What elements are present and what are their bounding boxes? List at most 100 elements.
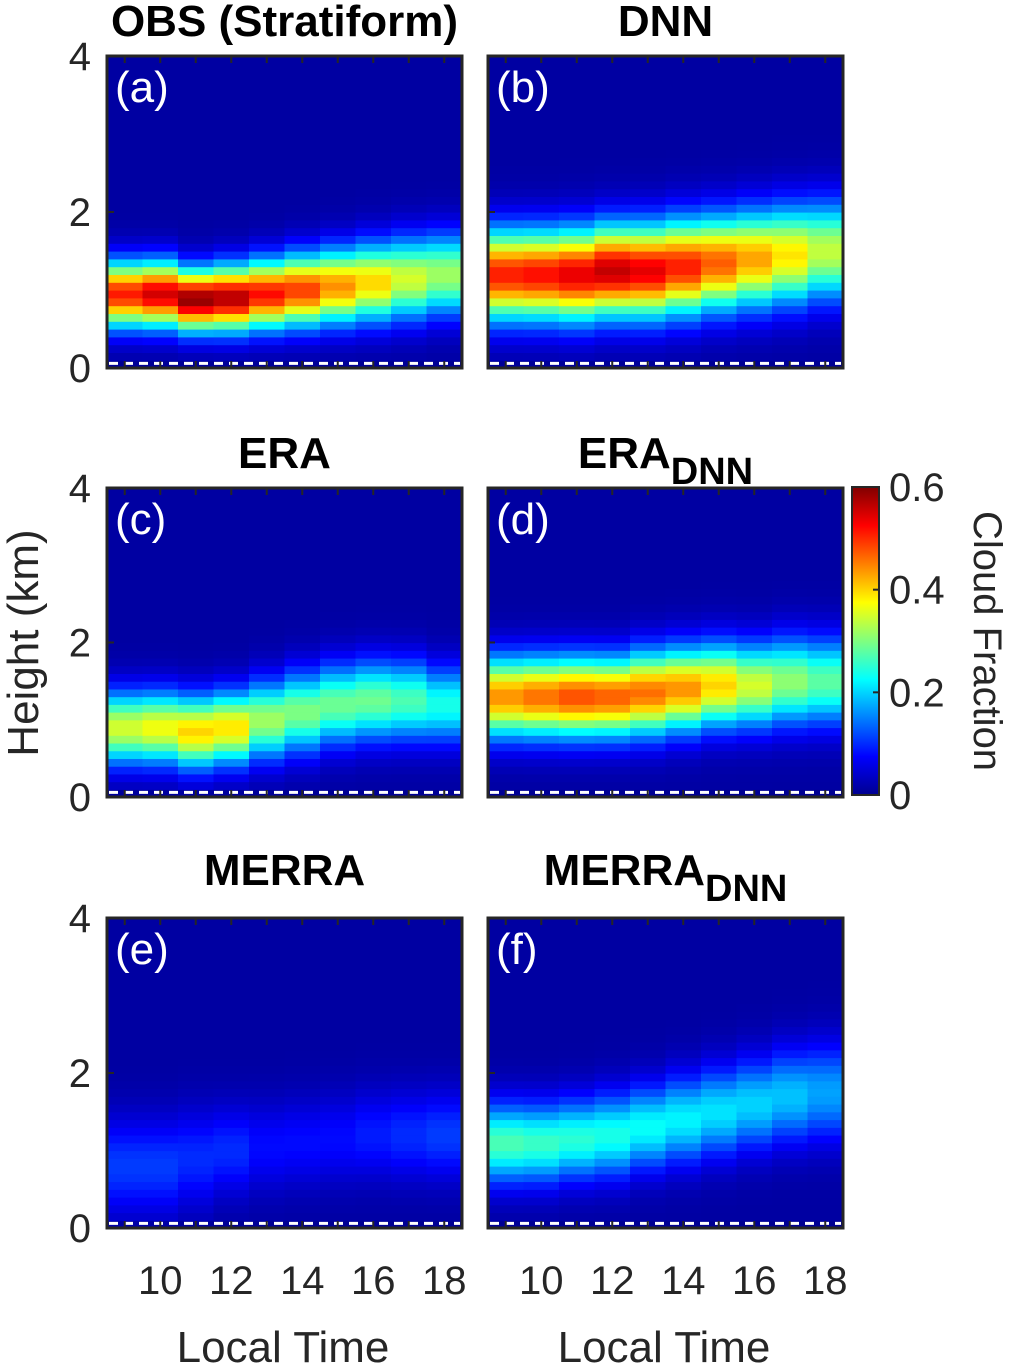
heatmap-cell: [736, 321, 773, 330]
heatmap-cell: [807, 657, 844, 667]
heatmap-cell: [772, 925, 809, 935]
heatmap-cell: [107, 157, 144, 166]
heatmap-cell: [701, 688, 738, 698]
heatmap-cell: [178, 704, 215, 713]
heatmap-cell: [355, 511, 392, 520]
heatmap-cell: [594, 696, 631, 705]
heatmap-cell: [665, 1057, 702, 1066]
heatmap-cell: [178, 542, 215, 551]
heatmap-cell: [630, 719, 667, 729]
heatmap-cell: [523, 141, 560, 151]
heatmap-cell: [391, 336, 428, 346]
heatmap-cell: [426, 87, 463, 96]
heatmap-cell: [630, 1173, 667, 1183]
heatmap-cell: [178, 673, 215, 682]
heatmap-cell: [559, 141, 596, 151]
heatmap-cell: [107, 742, 144, 752]
heatmap-cell: [665, 157, 702, 166]
heatmap-cell: [665, 949, 702, 958]
heatmap-cell: [523, 542, 560, 551]
heatmap-cell: [701, 495, 738, 505]
heatmap-cell: [178, 949, 215, 958]
heatmap-cell: [107, 1181, 144, 1190]
heatmap-cell: [559, 673, 596, 682]
heatmap-cell: [736, 157, 773, 166]
heatmap-cell: [320, 619, 357, 628]
heatmap-cell: [736, 102, 773, 112]
heatmap-cell: [391, 627, 428, 636]
heatmap-cell: [630, 1135, 667, 1144]
heatmap-cell: [391, 165, 428, 174]
heatmap-cell: [594, 1111, 631, 1121]
heatmap-cell: [630, 642, 667, 651]
heatmap-cell: [807, 1111, 844, 1121]
heatmap-cell: [807, 149, 844, 158]
heatmap-cell: [178, 173, 215, 182]
heatmap-cell: [355, 251, 392, 260]
heatmap-cell: [142, 542, 179, 551]
heatmap-cell: [559, 1011, 596, 1020]
heatmap-cell: [807, 565, 844, 574]
heatmap-cell: [665, 258, 702, 268]
heatmap-cell: [523, 149, 560, 158]
heatmap-cell: [488, 95, 525, 104]
x-tick-label: 16: [732, 1259, 777, 1303]
heatmap-cell: [630, 1189, 667, 1198]
heatmap-cell: [772, 126, 809, 135]
heatmap-cell: [665, 941, 702, 950]
heatmap-cell: [736, 995, 773, 1004]
heatmap-cell: [320, 1026, 357, 1035]
heatmap-cell: [701, 1173, 738, 1183]
heatmap-cell: [320, 565, 357, 574]
heatmap-cell: [249, 329, 286, 338]
heatmap-cell: [426, 542, 463, 551]
heatmap-cell: [594, 773, 631, 783]
heatmap-cell: [249, 925, 286, 935]
heatmap-cell: [559, 766, 596, 775]
heatmap-cell: [630, 110, 667, 119]
heatmap-cell: [355, 258, 392, 268]
heatmap-cell: [665, 141, 702, 151]
heatmap-cell: [426, 321, 463, 330]
heatmap-cell: [523, 290, 560, 299]
heatmap-cell: [594, 603, 631, 613]
heatmap-cell: [178, 735, 215, 744]
heatmap-cell: [701, 781, 738, 790]
heatmap-cell: [213, 219, 250, 229]
heatmap-cell: [523, 565, 560, 574]
heatmap-cell: [701, 657, 738, 667]
heatmap-cell: [594, 987, 631, 997]
heatmap-cell: [426, 102, 463, 112]
heatmap-cell: [523, 712, 560, 721]
heatmap-cell: [355, 712, 392, 721]
heatmap-cell: [178, 282, 215, 291]
heatmap-cell: [391, 149, 428, 158]
heatmap-cell: [736, 118, 773, 127]
heatmap-cell: [426, 758, 463, 767]
heatmap-cell: [178, 642, 215, 651]
heatmap-cell: [284, 1088, 321, 1097]
heatmap-cell: [142, 1049, 179, 1059]
heatmap-cell: [772, 235, 809, 244]
heatmap-cell: [107, 165, 144, 174]
heatmap-cell: [488, 87, 525, 96]
heatmap-cell: [249, 727, 286, 736]
heatmap-cell: [559, 565, 596, 574]
heatmap-cell: [426, 344, 463, 353]
heatmap-cell: [559, 588, 596, 597]
heatmap-cell: [807, 956, 844, 966]
heatmap-cell: [594, 933, 631, 942]
heatmap-cell: [142, 95, 179, 104]
heatmap-cell: [701, 766, 738, 775]
heatmap-cell: [426, 1142, 463, 1152]
heatmap-cell: [426, 987, 463, 997]
heatmap-cell: [391, 603, 428, 613]
heatmap-cell: [320, 941, 357, 950]
heatmap-cell: [559, 742, 596, 752]
heatmap-cell: [665, 766, 702, 775]
heatmap-cell: [391, 1073, 428, 1082]
heatmap-cell: [807, 580, 844, 590]
heatmap-cell: [391, 95, 428, 104]
heatmap-cell: [355, 634, 392, 644]
heatmap-cell: [249, 1173, 286, 1183]
